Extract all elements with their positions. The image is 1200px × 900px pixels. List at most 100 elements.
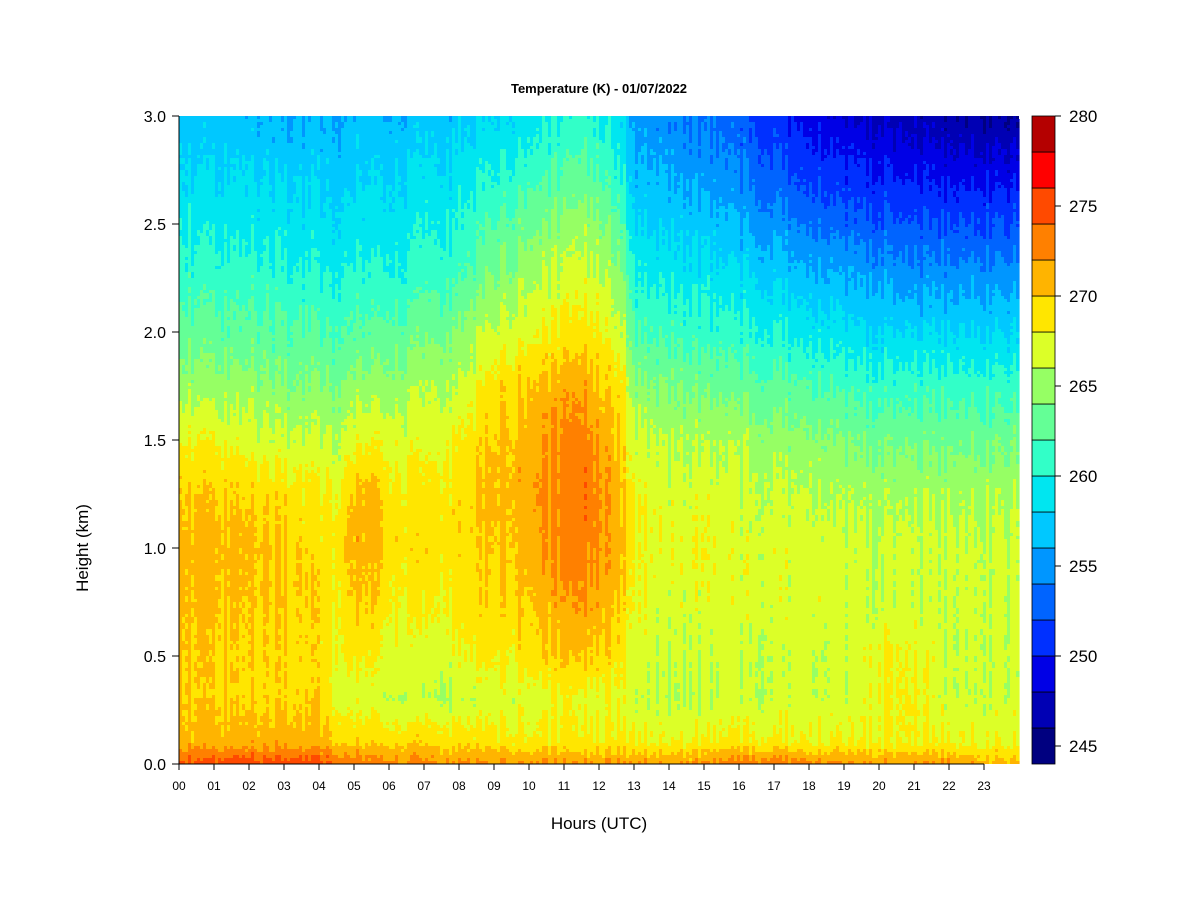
heatmap-cell	[563, 758, 567, 764]
heatmap-cell	[623, 560, 627, 596]
heatmap-cell	[605, 125, 609, 170]
heatmap-cell	[407, 743, 411, 761]
heatmap-cell	[398, 197, 402, 263]
heatmap-cell	[416, 293, 420, 299]
heatmap-cell	[713, 179, 717, 182]
heatmap-cell	[416, 755, 420, 764]
heatmap-cell	[713, 236, 717, 242]
heatmap-cell	[581, 116, 585, 149]
heatmap-cell	[593, 338, 597, 392]
heatmap-cell	[581, 311, 585, 317]
heatmap-cell	[683, 473, 687, 482]
heatmap-cell	[419, 116, 423, 137]
heatmap-cell	[218, 194, 222, 251]
heatmap-cell	[227, 758, 231, 764]
heatmap-cell	[398, 413, 402, 473]
heatmap-cell	[254, 569, 258, 575]
heatmap-cell	[614, 668, 618, 674]
heatmap-cell	[638, 731, 642, 752]
heatmap-cell	[713, 575, 717, 725]
heatmap-cell	[380, 317, 384, 365]
heatmap-cell	[500, 401, 504, 596]
heatmap-cell	[278, 635, 282, 641]
heatmap-cell	[311, 620, 315, 623]
heatmap-cell	[737, 401, 741, 404]
heatmap-cell	[497, 374, 501, 440]
heatmap-cell	[221, 554, 225, 560]
heatmap-cell	[557, 623, 561, 629]
heatmap-cell	[656, 614, 660, 617]
heatmap-cell	[569, 245, 573, 251]
heatmap-cell	[611, 617, 615, 668]
heatmap-cell	[230, 644, 234, 650]
heatmap-cell	[212, 746, 216, 755]
heatmap-cell	[665, 743, 669, 755]
heatmap-cell	[596, 365, 600, 419]
heatmap-cell	[644, 272, 648, 317]
heatmap-cell	[431, 761, 435, 764]
heatmap-cell	[482, 494, 486, 509]
heatmap-cell	[680, 371, 684, 380]
heatmap-cell	[236, 116, 240, 149]
heatmap-cell	[638, 602, 642, 614]
heatmap-cell	[254, 713, 258, 725]
heatmap-cell	[218, 635, 222, 641]
heatmap-cell	[713, 563, 717, 575]
heatmap-cell	[494, 542, 498, 656]
heatmap-cell	[305, 374, 309, 416]
heatmap-cell	[347, 455, 351, 506]
heatmap-cell	[296, 563, 300, 575]
heatmap-cell	[350, 758, 354, 764]
heatmap-cell	[500, 614, 504, 617]
heatmap-cell	[596, 746, 600, 764]
heatmap-cell	[275, 413, 279, 419]
heatmap-cell	[359, 719, 363, 746]
heatmap-cell	[389, 749, 393, 761]
heatmap-cell	[683, 650, 687, 707]
heatmap-cell	[560, 305, 564, 365]
heatmap-cell	[242, 497, 246, 500]
heatmap-cell	[692, 452, 696, 515]
heatmap-cell	[296, 644, 300, 689]
heatmap-cell	[716, 269, 720, 272]
heatmap-cell	[602, 287, 606, 344]
heatmap-cell	[590, 197, 594, 251]
heatmap-cell	[617, 251, 621, 311]
heatmap-cell	[695, 494, 699, 500]
heatmap-cell	[203, 743, 207, 758]
heatmap-cell	[407, 251, 411, 299]
heatmap-cell	[458, 668, 462, 716]
heatmap-cell	[707, 761, 711, 764]
heatmap-cell	[476, 758, 480, 764]
heatmap-cell	[263, 239, 267, 245]
heatmap-cell	[728, 203, 732, 254]
heatmap-cell	[596, 143, 600, 149]
heatmap-cell	[695, 374, 699, 380]
heatmap-cell	[695, 116, 699, 173]
heatmap-cell	[371, 437, 375, 473]
heatmap-cell	[320, 542, 324, 641]
heatmap-cell	[455, 293, 459, 296]
heatmap-cell	[392, 317, 396, 320]
heatmap-cell	[617, 143, 621, 149]
heatmap-cell	[341, 197, 345, 203]
heatmap-cell	[668, 506, 672, 590]
heatmap-cell	[689, 743, 693, 755]
heatmap-cell	[188, 383, 192, 386]
heatmap-cell	[293, 320, 297, 380]
heatmap-cell	[200, 668, 204, 677]
heatmap-cell	[425, 635, 429, 638]
heatmap-cell	[512, 128, 516, 131]
heatmap-cell	[410, 629, 414, 635]
heatmap-cell	[611, 305, 615, 308]
heatmap-cell	[572, 392, 576, 398]
heatmap-cell	[584, 284, 588, 293]
heatmap-cell	[584, 380, 588, 386]
heatmap-cell	[587, 428, 591, 434]
heatmap-cell	[536, 725, 540, 728]
heatmap-cell	[212, 662, 216, 689]
heatmap-cell	[713, 302, 717, 347]
heatmap-cell	[608, 215, 612, 260]
heatmap-cell	[746, 755, 750, 764]
heatmap-cell	[545, 758, 549, 764]
